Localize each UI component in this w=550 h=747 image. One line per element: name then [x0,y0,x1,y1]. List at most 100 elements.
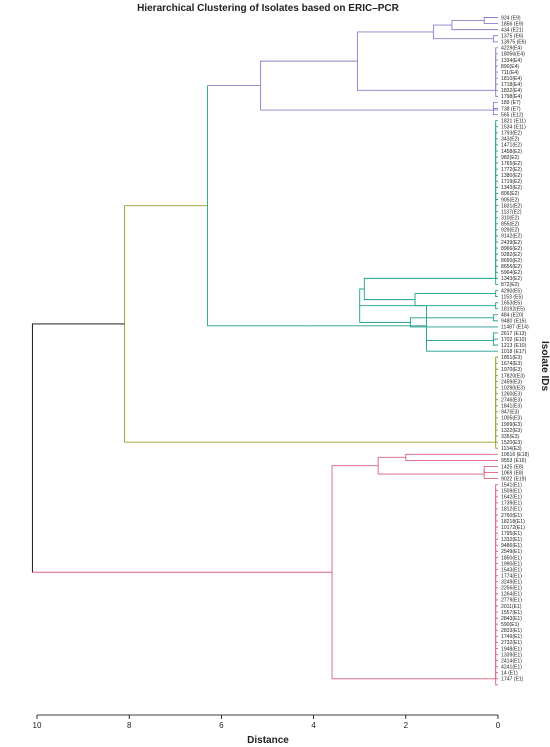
leaf-label: 1264(E1) [501,592,522,598]
leaf-label: 2439(E2) [501,240,522,246]
leaf-label: 18056(E4) [501,52,525,58]
dendrogram-link [483,17,498,25]
leaf-label: 434 (E21) [501,27,524,33]
leaf-label: 982(E2) [501,155,519,161]
leaf-label: 1339(E1) [501,652,522,658]
leaf-label: 872(E2) [501,282,519,288]
dendrogram-link [492,336,498,346]
dendrogram-link [426,340,498,352]
leaf-label: 1674(E3) [501,361,522,367]
leaf-label: 8650(E2) [501,258,522,264]
leaf-label: 1970(E3) [501,367,522,373]
leaf-label: 335(E3) [501,434,519,440]
leaf-label: 806(E2) [501,191,519,197]
dendrogram-link [483,469,498,480]
dendrogram-link [492,332,498,340]
leaf-label: 1772(E2) [501,167,522,173]
leaf-label: 1018 (E17) [501,349,527,355]
dendrogram-link [492,101,498,109]
leaf-label: 1260(E3) [501,391,522,397]
leaf-label: 2256(E1) [501,586,522,592]
dendrogram-link [31,323,125,573]
leaf-label: 9022 (E19) [501,476,527,482]
x-tick-label: 8 [127,721,132,730]
leaf-label: 4229(E4) [501,46,522,52]
leaf-label: 1851(E3) [501,355,522,361]
leaf-label: 2549(E1) [501,549,522,555]
dendrogram-link [414,293,496,307]
leaf-label: 2760(E1) [501,513,522,519]
leaf-label: 1332(E1) [501,537,522,543]
leaf-label: 1322(E3) [501,428,522,434]
dendrogram-link [492,35,498,43]
leaf-label: 565 (E12) [501,112,524,118]
leaf-label: 1821 (E11) [501,118,526,124]
leaf-label: 2732(E1) [501,640,522,646]
leaf-label: 1812(E1) [501,507,522,513]
leaf-label: 1069 (E8) [501,470,524,476]
leaf-label: 10172(E1) [501,525,525,531]
leaf-label: 343(E2) [501,137,519,143]
dendrogram-link [495,672,498,686]
leaf-label: 1213 (E10) [501,343,527,349]
leaf-label: 1856 (E9) [501,21,524,27]
leaf-label: 1948(E1) [501,646,522,652]
leaf-label: 1343(E2) [501,276,522,282]
dendrogram-link [363,277,496,301]
dendrogram-link [207,85,305,327]
y-axis-title: Isolate IDs [539,341,550,391]
leaf-label: 1509(E1) [501,489,522,495]
leaf-label: 1541(E1) [501,482,522,488]
dendrogram-link [492,314,498,322]
leaf-label: 1005(E3) [501,416,522,422]
leaf-label: 1850(E1) [501,555,522,561]
leaf-label: 1425 (E8) [501,464,524,470]
x-axis-title: Distance [247,735,289,746]
leaf-label: 1832(E4) [501,88,522,94]
leaf-label: 1137(E2) [501,209,522,215]
leaf-label: 2779(E1) [501,598,522,604]
leaf-label: 9142(E2) [501,234,522,240]
leaf-label: 1747 (E1) [501,677,524,683]
leaf-label: 1990(E1) [501,561,522,567]
leaf-label: 1334(E4) [501,58,522,64]
dendrogram-link [495,290,498,298]
leaf-label: 1810(E4) [501,76,522,82]
leaf-label: 310(E2) [501,216,519,222]
leaf-label: 1719(E2) [501,179,522,185]
leaf-label: 2414(E1) [501,658,522,664]
leaf-label: 1765(E2) [501,161,522,167]
leaf-label: 1739(E1) [501,501,522,507]
dendrogram-link [331,465,496,680]
leaf-label: 1831(E2) [501,203,522,209]
leaf-label: 5964(E2) [501,270,522,276]
leaf-label: 1557(E1) [501,610,522,616]
dendrogram-link [492,105,498,116]
leaf-label: 1774(E1) [501,573,522,579]
leaf-label: 2843(E1) [501,616,522,622]
x-tick-label: 4 [311,721,316,730]
leaf-label: 1375 (E6) [501,34,524,40]
leaf-label: 2011(E1) [501,604,522,610]
leaf-label: 1798(E4) [501,94,522,100]
dendrogram-link [495,272,498,285]
dendrogram-link [405,453,498,461]
x-tick-label: 0 [496,721,501,730]
leaf-label: 14 (E1) [501,671,518,677]
leaf-label: 855(E2) [501,222,519,228]
leaf-label: 711(E4) [501,70,519,76]
leaf-label: 18218(E1) [501,519,525,525]
leaf-label: 1458(E2) [501,149,522,155]
x-tick-label: 6 [219,721,224,730]
leaf-label: 1471(E2) [501,143,522,149]
chart-title: Hierarchical Clustering of Isolates base… [137,3,400,14]
leaf-label: 1534 (E11) [501,125,526,131]
leaf-label: 1749(E1) [501,634,522,640]
leaf-label: 1793(E2) [501,131,522,137]
dendrogram-link [359,305,427,346]
leaf-label: 9486(E1) [501,543,522,549]
dendrogram-link [495,84,498,97]
leaf-label: 924 (E9) [501,15,521,21]
leaf-label: 9282(E2) [501,252,522,258]
